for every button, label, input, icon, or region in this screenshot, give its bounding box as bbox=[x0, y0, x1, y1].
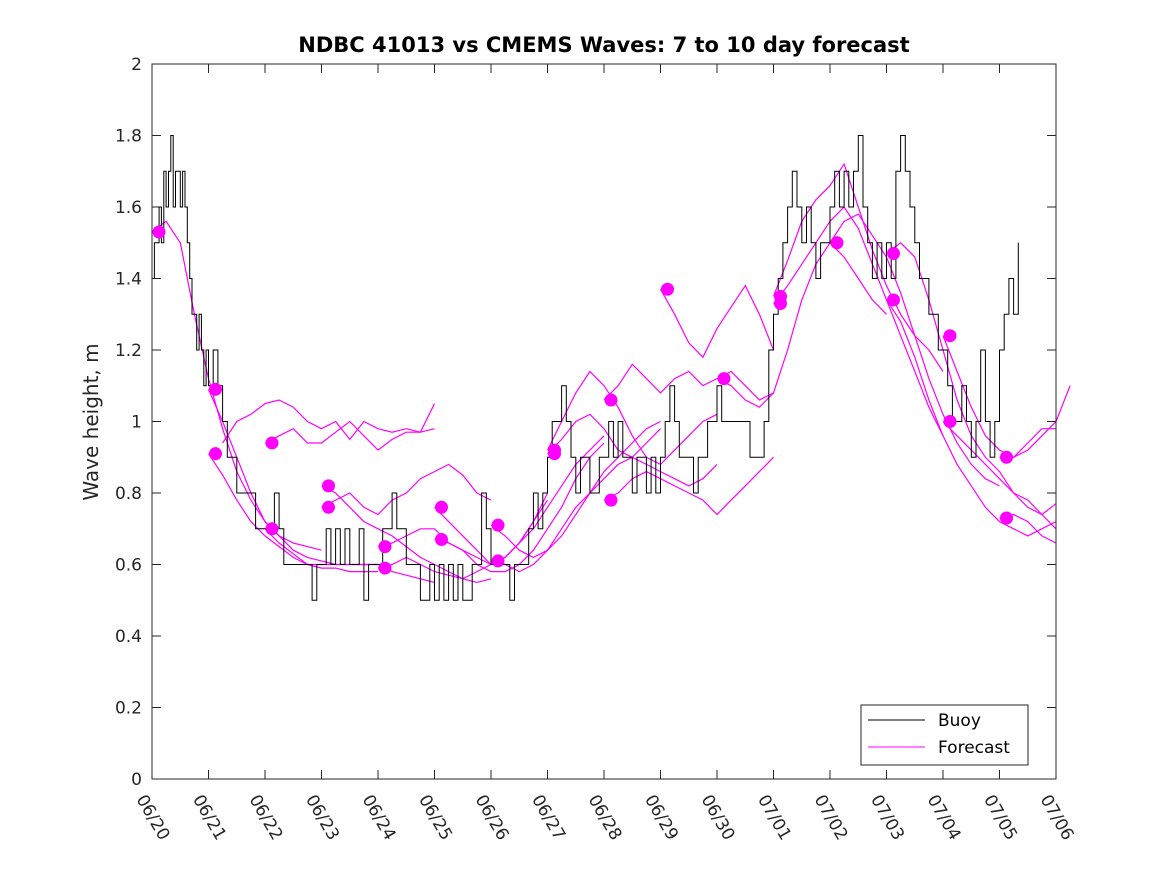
y-axis-ticks: 0 0.2 0.4 0.6 0.8 1 1.2 1.4 1.6 1.8 2 bbox=[115, 55, 1056, 790]
y-tick-label: 0.6 bbox=[115, 556, 142, 576]
y-tick-label: 0.8 bbox=[115, 484, 142, 504]
forecast-start-marker bbox=[830, 236, 844, 250]
forecast-start-marker bbox=[209, 382, 222, 396]
axes-box bbox=[151, 63, 1057, 780]
forecast-start-marker bbox=[209, 447, 222, 461]
legend-label-buoy: Buoy bbox=[938, 711, 981, 731]
forecast-start-marker bbox=[378, 540, 392, 554]
forecast-start-marker bbox=[378, 561, 392, 575]
forecast-line bbox=[546, 370, 718, 466]
forecast-line bbox=[490, 420, 661, 559]
forecast-start-marker bbox=[943, 329, 957, 343]
y-tick-label: 0.4 bbox=[115, 627, 142, 647]
forecast-line bbox=[222, 399, 436, 444]
forecast-start-marker bbox=[265, 436, 279, 450]
y-tick-label: 1 bbox=[131, 413, 142, 433]
forecast-line bbox=[885, 299, 1057, 537]
y-tick-label: 1.8 bbox=[115, 127, 142, 147]
legend-label-forecast: Forecast bbox=[938, 738, 1010, 758]
forecast-start-marker bbox=[1000, 450, 1013, 464]
forecast-line bbox=[321, 463, 492, 516]
forecast-start-marker bbox=[717, 372, 731, 386]
forecast-start-marker bbox=[887, 293, 900, 307]
forecast-start-marker bbox=[322, 500, 335, 514]
forecast-start-marker bbox=[661, 282, 674, 296]
legend-box bbox=[860, 704, 1029, 766]
forecast-start-marker bbox=[548, 447, 561, 461]
y-tick-label: 0.2 bbox=[115, 699, 142, 719]
legend: Buoy Forecast bbox=[860, 704, 1029, 766]
forecast-line bbox=[829, 213, 1000, 487]
forecast-start-marker bbox=[943, 415, 957, 428]
forecast-line bbox=[659, 284, 775, 359]
forecast-start-marker bbox=[152, 225, 166, 239]
forecast-start-marker bbox=[774, 297, 787, 311]
forecast-line bbox=[773, 206, 944, 437]
forecast-start-marker bbox=[265, 522, 279, 536]
y-tick-label: 1.2 bbox=[115, 341, 142, 361]
buoy-line bbox=[152, 135, 1019, 601]
y-tick-label: 1.4 bbox=[115, 270, 142, 290]
forecast-line bbox=[603, 363, 774, 401]
forecast-start-marker bbox=[435, 500, 448, 514]
forecast-start-markers bbox=[152, 225, 1013, 575]
forecast-line bbox=[207, 453, 378, 573]
forecast-start-marker bbox=[887, 246, 900, 260]
chart-title: NDBC 41013 vs CMEMS Waves: 7 to 10 day f… bbox=[298, 33, 909, 57]
forecast-line bbox=[942, 421, 1057, 530]
forecast-start-marker bbox=[491, 554, 505, 568]
forecast-start-marker bbox=[435, 532, 448, 546]
y-tick-label: 1.6 bbox=[115, 198, 142, 218]
plot-area bbox=[151, 135, 1071, 601]
y-tick-label: 2 bbox=[131, 55, 142, 75]
forecast-line bbox=[716, 241, 887, 408]
forecast-start-marker bbox=[491, 518, 505, 532]
buoy-lines bbox=[152, 135, 1019, 601]
forecast-start-marker bbox=[322, 479, 335, 493]
y-axis-label: Wave height, m bbox=[79, 343, 103, 500]
forecast-line bbox=[264, 420, 435, 451]
y-tick-label: 0 bbox=[131, 770, 142, 790]
forecast-start-marker bbox=[1000, 511, 1013, 525]
forecast-start-marker bbox=[604, 493, 618, 507]
forecast-start-marker bbox=[604, 393, 618, 407]
